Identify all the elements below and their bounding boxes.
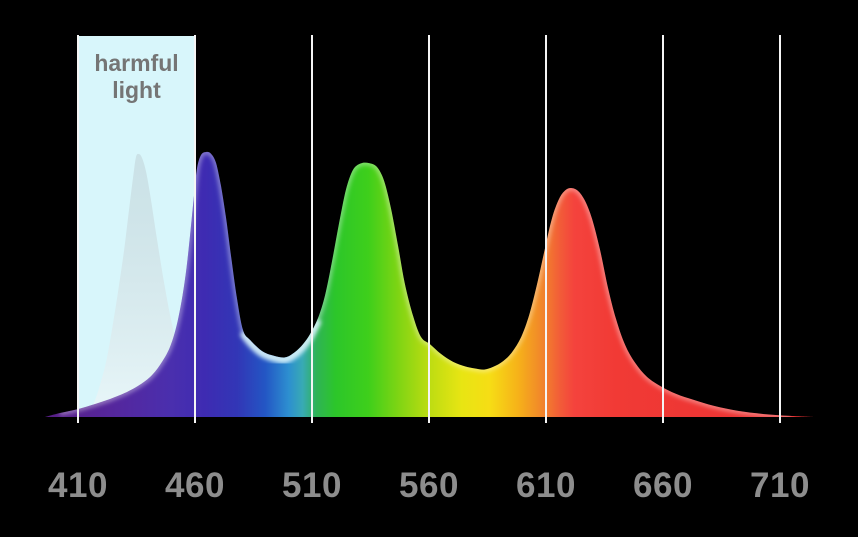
gloss-group xyxy=(59,151,791,417)
x-tick-510: 510 xyxy=(282,466,342,505)
x-tick-460: 460 xyxy=(165,466,225,505)
x-tick-710: 710 xyxy=(750,466,810,505)
ghost-peak-area xyxy=(88,153,214,417)
x-tick-410: 410 xyxy=(48,466,108,505)
dip-highlight xyxy=(239,318,322,364)
gloss-edge xyxy=(59,151,791,417)
x-tick-660: 660 xyxy=(633,466,693,505)
harmful-light-label: harmful light xyxy=(94,50,179,103)
x-tick-610: 610 xyxy=(516,466,576,505)
x-tick-560: 560 xyxy=(399,466,459,505)
spectrum-area xyxy=(45,151,814,417)
